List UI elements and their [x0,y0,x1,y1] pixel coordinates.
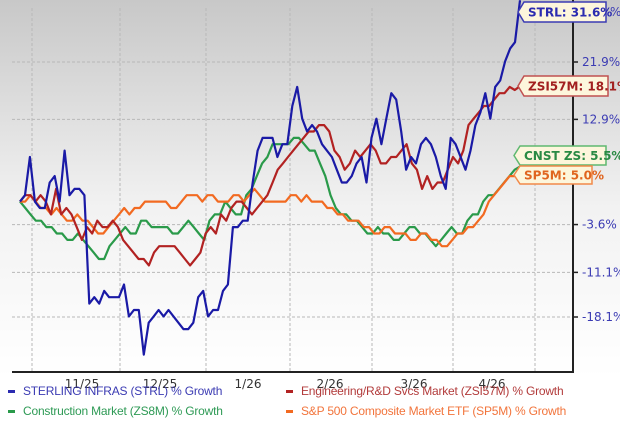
series-lines [19,0,522,356]
legend-swatch-zsi57m [286,389,293,393]
legend: STERLING INFRAS (STRL) % Growth Engineer… [8,384,620,424]
series-line-zs8m [19,136,521,261]
callout-sp5m: SP5M: 5.0% [513,165,604,185]
series-line-zsi57m [19,85,521,267]
callout-zs8m: CNST ZS: 5.5% [513,145,620,166]
callout-zsi57m: ZSI57M: 18.1% [517,75,620,97]
y-tick-label: 21.9% [582,55,620,69]
x-tick-label: 4/26 [479,377,506,391]
legend-label-zs8m: Construction Market (ZS8M) % Growth [23,404,223,418]
legend-item-zs8m: Construction Market (ZS8M) % Growth [8,404,223,418]
x-tick-label: 11/25 [65,377,100,391]
y-tick-label: -18.1% [582,310,620,324]
x-tick-label: 12/25 [143,377,178,391]
x-tick-label: 3/26 [401,377,428,391]
legend-item-zsi57m: Engineering/R&D Svcs Market (ZSI57M) % G… [286,384,564,398]
legend-swatch-zs8m [8,409,15,413]
end-value-callouts: STRL: 31.6% ZSI57M: 18.1% CNST ZS: 5.5% SP5… [513,1,620,185]
series-line-sp5m [20,169,521,248]
legend-swatch-sp5m [286,409,293,413]
y-tick-label: -3.6% [582,218,617,232]
callout-strl: STRL: 31.6% [517,1,612,23]
plot-background [0,0,620,378]
svg-text:STRL: 31.6%: STRL: 31.6% [528,6,612,20]
legend-item-strl: STERLING INFRAS (STRL) % Growth [8,384,222,398]
series-line-strl [19,0,522,356]
legend-item-sp5m: S&P 500 Composite Market ETF (SP5M) % Gr… [286,404,566,418]
legend-label-zsi57m: Engineering/R&D Svcs Market (ZSI57M) % G… [301,384,564,398]
clipped-tick-label: % [610,5,620,19]
y-tick-label: -11.1% [582,265,620,279]
legend-swatch-strl [8,389,15,393]
y-tick-label: 12.9% [582,112,620,126]
legend-label-strl: STERLING INFRAS (STRL) % Growth [23,384,223,398]
legend-label-sp5m: S&P 500 Composite Market ETF (SP5M) % Gr… [301,404,567,418]
svg-text:CNST ZS: 5.5%: CNST ZS: 5.5% [524,149,620,163]
y-axis-ticks: 21.9% 12.9% -3.6% -11.1% -18.1%% [573,5,620,324]
gridlines [12,8,573,372]
x-tick-label: 2/26 [317,377,344,391]
svg-text:ZSI57M: 18.1%: ZSI57M: 18.1% [528,80,620,94]
svg-text:SP5M: 5.0%: SP5M: 5.0% [524,169,604,183]
x-axis-ticks: 11/25 12/25 1/26 2/26 3/26 4/26 [65,377,506,391]
x-tick-label: 1/26 [235,377,262,391]
